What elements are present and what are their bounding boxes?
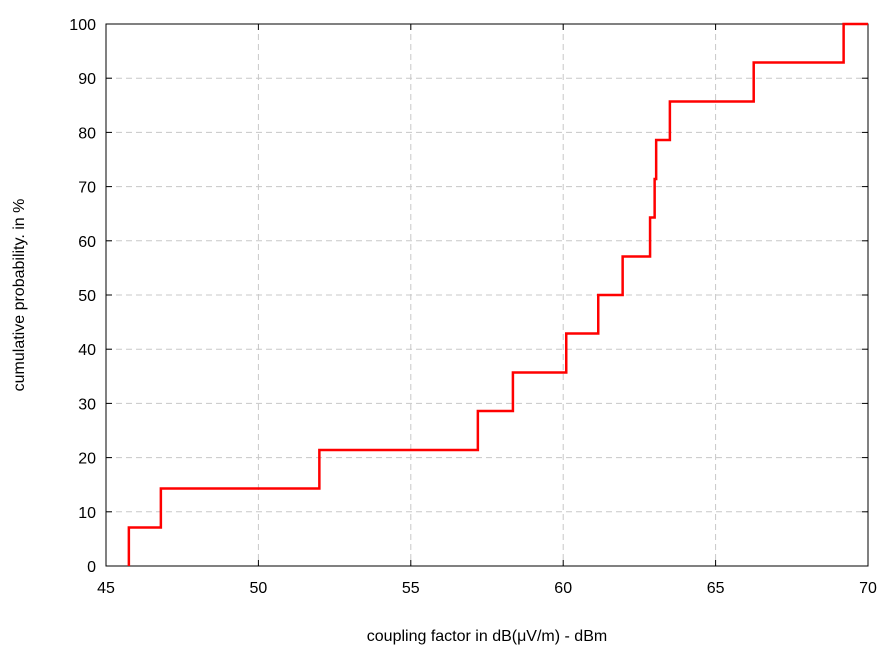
cumulative-probability-line bbox=[127, 22, 868, 566]
y-tick-label: 90 bbox=[78, 71, 96, 88]
y-tick-label: 80 bbox=[78, 125, 96, 142]
x-axis-label: coupling factor in dB(μV/m) - dBm bbox=[367, 628, 607, 645]
x-tick-label: 60 bbox=[554, 580, 572, 597]
y-tick-label: 50 bbox=[78, 288, 96, 305]
y-tick-label: 30 bbox=[78, 396, 96, 413]
x-tick-label: 65 bbox=[707, 580, 725, 597]
y-tick-label: 10 bbox=[78, 505, 96, 522]
y-tick-label: 40 bbox=[78, 342, 96, 359]
grid bbox=[106, 24, 868, 566]
y-tick-label: 60 bbox=[78, 234, 96, 251]
x-tick-label: 45 bbox=[97, 580, 115, 597]
x-tick-label: 70 bbox=[859, 580, 877, 597]
y-tick-label: 20 bbox=[78, 451, 96, 468]
y-tick-label: 0 bbox=[87, 559, 96, 576]
y-axis-label: cumulative probability. in % bbox=[11, 199, 28, 392]
y-tick-label: 70 bbox=[78, 180, 96, 197]
y-tick-label: 100 bbox=[69, 17, 96, 34]
x-tick-label: 55 bbox=[402, 580, 420, 597]
x-tick-label: 50 bbox=[250, 580, 268, 597]
tick-labels: 45 50 55 60 65 70 0 10 20 30 40 50 60 70 80 90 100 bbox=[69, 17, 877, 597]
